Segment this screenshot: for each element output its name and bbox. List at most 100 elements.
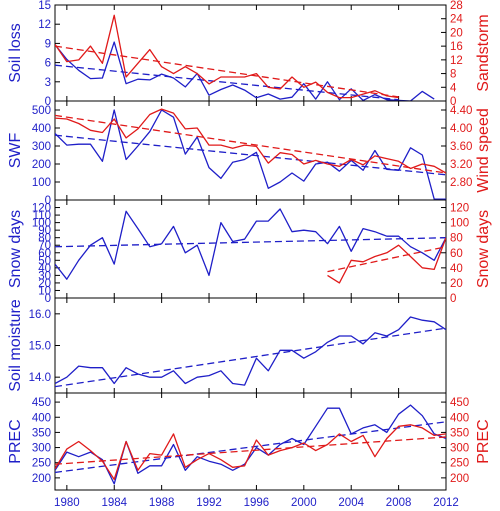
x-tick-label: 1992 bbox=[196, 497, 222, 509]
right-y-tick-label: 4.00 bbox=[450, 123, 472, 135]
panel-plot-area bbox=[55, 316, 446, 388]
left-y-tick-label: 70 bbox=[38, 240, 51, 252]
right-y-tick-label: 2.80 bbox=[450, 177, 472, 189]
right-y-tick-label: 400 bbox=[450, 412, 469, 424]
right-y-tick-label: 3.20 bbox=[450, 159, 472, 171]
right-series-line bbox=[55, 108, 446, 174]
left-y-tick-label: 90 bbox=[38, 225, 51, 237]
left-series-line bbox=[55, 109, 446, 200]
left-y-tick-label: 200 bbox=[32, 159, 51, 171]
right-trend-line bbox=[327, 246, 446, 273]
right-y-tick-label: 350 bbox=[450, 427, 469, 439]
right-y-tick-label: 250 bbox=[450, 458, 469, 470]
right-y-tick-label: 4 bbox=[450, 82, 457, 94]
left-y-tick-label: 10 bbox=[38, 285, 51, 297]
right-y-tick-label: 300 bbox=[450, 443, 469, 455]
left-y-tick-label: 300 bbox=[32, 443, 51, 455]
right-y-tick-label: 8 bbox=[450, 69, 456, 81]
left-y-tick-label: 100 bbox=[32, 218, 51, 230]
left-axis-title: PREC bbox=[7, 419, 24, 463]
left-series-line bbox=[55, 208, 446, 280]
left-y-tick-label: 14.0 bbox=[29, 372, 51, 384]
left-trend-line bbox=[55, 327, 446, 388]
left-y-tick-label: 40 bbox=[38, 263, 51, 275]
right-y-tick-label: 60 bbox=[450, 248, 463, 260]
right-trend-line bbox=[55, 436, 446, 465]
left-y-tick-label: 350 bbox=[32, 427, 51, 439]
left-y-tick-label: 100 bbox=[32, 177, 51, 189]
panel-plot-area bbox=[55, 108, 446, 200]
left-y-tick-label: 120 bbox=[32, 203, 51, 215]
x-tick-label: 2004 bbox=[338, 497, 364, 509]
right-y-tick-label: 16 bbox=[450, 41, 463, 53]
left-trend-line bbox=[55, 421, 446, 474]
left-y-tick-label: 400 bbox=[32, 123, 51, 135]
x-tick-label: 1984 bbox=[101, 497, 127, 509]
panel-plot-area bbox=[55, 404, 446, 485]
left-y-tick-label: 80 bbox=[38, 233, 51, 245]
right-axis-title: Wind speed bbox=[475, 108, 492, 193]
left-y-tick-label: 3 bbox=[45, 77, 51, 89]
left-y-tick-label: 200 bbox=[32, 473, 51, 485]
right-y-tick-label: 200 bbox=[450, 473, 469, 485]
left-y-tick-label: 300 bbox=[32, 141, 51, 153]
left-y-tick-label: 500 bbox=[32, 105, 51, 117]
right-axis-title: PREC bbox=[475, 419, 492, 463]
right-series-line bbox=[55, 14, 399, 99]
right-y-tick-label: 0 bbox=[450, 96, 456, 108]
left-y-tick-label: 30 bbox=[38, 270, 51, 282]
left-axis-title: SWF bbox=[7, 133, 24, 169]
left-series-line bbox=[55, 41, 435, 101]
left-y-tick-label: 12 bbox=[38, 19, 51, 31]
x-tick-label: 2000 bbox=[291, 497, 317, 509]
right-series-line bbox=[327, 237, 446, 284]
right-y-tick-label: 0 bbox=[450, 293, 456, 305]
left-y-tick-label: 250 bbox=[32, 458, 51, 470]
right-trend-line bbox=[55, 45, 399, 98]
x-tick-label: 1988 bbox=[149, 497, 175, 509]
left-axis-title: Soil moisture bbox=[7, 299, 24, 392]
panel-plot-area bbox=[55, 208, 446, 284]
panel-frame bbox=[54, 199, 447, 299]
panel-plot-area bbox=[55, 14, 435, 101]
left-series-line bbox=[55, 404, 446, 485]
left-trend-line bbox=[55, 237, 446, 248]
left-y-tick-label: 110 bbox=[33, 210, 51, 222]
right-y-tick-label: 28 bbox=[450, 0, 463, 12]
panel-frame bbox=[54, 297, 447, 394]
right-y-tick-label: 80 bbox=[450, 233, 463, 245]
panel-frame bbox=[54, 100, 447, 201]
right-y-tick-label: 12 bbox=[450, 55, 463, 67]
left-y-tick-label: 0 bbox=[45, 96, 51, 108]
right-y-tick-label: 450 bbox=[450, 397, 469, 409]
right-y-tick-label: 24 bbox=[450, 14, 463, 26]
right-y-tick-label: 120 bbox=[450, 203, 469, 215]
left-y-tick-label: 15.0 bbox=[29, 341, 51, 353]
left-y-tick-label: 450 bbox=[32, 397, 51, 409]
left-axis-title: Soil loss bbox=[7, 23, 24, 83]
left-y-tick-label: 0 bbox=[45, 195, 51, 207]
left-y-tick-label: 400 bbox=[32, 412, 51, 424]
x-tick-label: 2008 bbox=[386, 497, 412, 509]
right-y-tick-label: 20 bbox=[450, 27, 463, 39]
x-tick-label: 1996 bbox=[244, 497, 270, 509]
left-y-tick-label: 50 bbox=[38, 255, 51, 267]
right-y-tick-label: 3.60 bbox=[450, 141, 472, 153]
left-y-tick-label: 9 bbox=[45, 38, 51, 50]
right-y-tick-label: 100 bbox=[450, 218, 469, 230]
panel-frame bbox=[54, 392, 447, 491]
left-axis-title: Snow days bbox=[7, 210, 24, 288]
left-y-tick-label: 15 bbox=[38, 0, 51, 12]
left-series-line bbox=[55, 316, 446, 386]
right-y-tick-label: 20 bbox=[450, 278, 463, 290]
x-tick-label: 1980 bbox=[54, 497, 80, 509]
left-y-tick-label: 6 bbox=[45, 58, 51, 70]
right-y-tick-label: 4.40 bbox=[450, 105, 472, 117]
right-y-tick-label: 40 bbox=[450, 263, 463, 275]
left-trend-line bbox=[55, 64, 399, 101]
left-y-tick-label: 20 bbox=[38, 278, 51, 290]
